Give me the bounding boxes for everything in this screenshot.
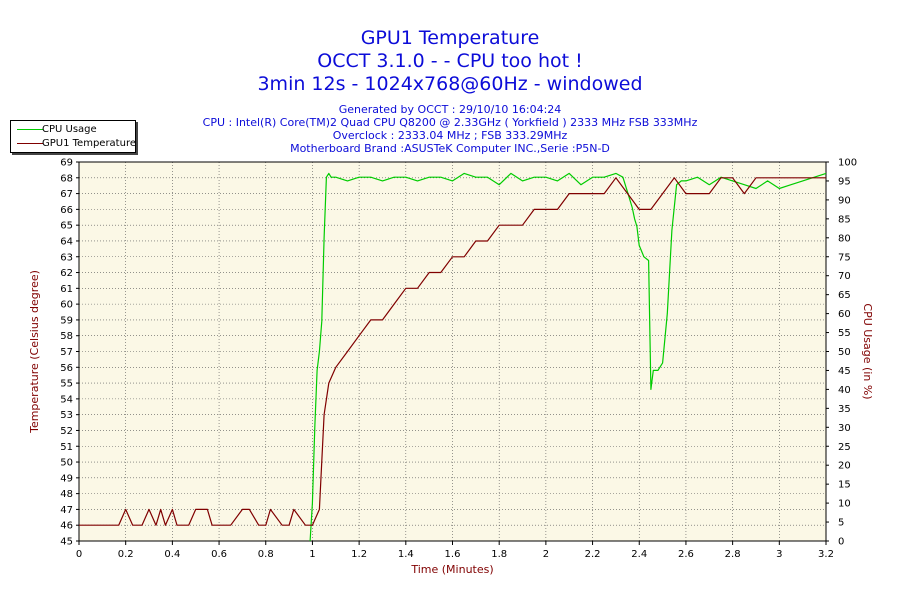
y2-tick-label: 95 bbox=[838, 176, 851, 187]
y-tick-label: 61 bbox=[60, 284, 73, 295]
y2-tick-label: 80 bbox=[838, 233, 851, 244]
y2-tick-label: 0 bbox=[838, 537, 844, 548]
legend-swatch-cpu-usage bbox=[17, 129, 43, 130]
grid-lines bbox=[79, 162, 826, 541]
y2-tick-label: 50 bbox=[838, 347, 851, 358]
y2-tick-label: 30 bbox=[838, 423, 851, 434]
series-line-gpu-temperature bbox=[79, 177, 826, 526]
info-cpu: CPU : Intel(R) Core(TM)2 Quad CPU Q8200 … bbox=[202, 116, 698, 129]
x-axis-label: Time (Minutes) bbox=[410, 563, 493, 576]
y-tick-label: 68 bbox=[60, 173, 73, 184]
series-lines bbox=[79, 172, 827, 542]
y2-tick-label: 90 bbox=[838, 195, 851, 206]
y2-tick-label: 60 bbox=[838, 309, 851, 320]
x-tick-label: 0.2 bbox=[118, 549, 134, 560]
y-tick-label: 63 bbox=[60, 252, 73, 263]
y-tick-label: 47 bbox=[60, 505, 73, 516]
x-tick-label: 0 bbox=[76, 549, 82, 560]
x-tick-label: 0.4 bbox=[164, 549, 180, 560]
info-motherboard: Motherboard Brand :ASUSTeK Computer INC.… bbox=[290, 142, 610, 155]
y2-tick-label: 40 bbox=[838, 385, 851, 396]
y2-tick-label: 35 bbox=[838, 404, 851, 415]
y-tick-label: 64 bbox=[60, 236, 73, 247]
x-tick-label: 2.4 bbox=[631, 549, 647, 560]
legend-swatch-gpu-temperature bbox=[17, 143, 43, 144]
x-tick-label: 2.8 bbox=[725, 549, 741, 560]
y2-tick-label: 70 bbox=[838, 271, 851, 282]
legend-item-gpu-temperature: GPU1 Temperature bbox=[11, 137, 136, 150]
y-tick-label: 58 bbox=[60, 331, 73, 342]
x-tick-label: 3 bbox=[776, 549, 782, 560]
series-line-cpu-usage bbox=[309, 172, 827, 542]
y2-tick-label: 5 bbox=[838, 518, 844, 529]
x-tick-label: 1.6 bbox=[445, 549, 461, 560]
tick-labels: 4546474849505152535455565758596061626364… bbox=[60, 158, 857, 561]
y-tick-label: 53 bbox=[60, 410, 73, 421]
legend-item-cpu-usage: CPU Usage bbox=[11, 123, 135, 136]
y-tick-label: 62 bbox=[60, 268, 73, 279]
y-tick-label: 48 bbox=[60, 489, 73, 500]
x-tick-label: 3.2 bbox=[818, 549, 834, 560]
chart-title: GPU1 Temperature bbox=[360, 27, 540, 49]
y2-tick-label: 10 bbox=[838, 499, 851, 510]
y-tick-label: 52 bbox=[60, 426, 73, 437]
x-tick-label: 2.2 bbox=[585, 549, 601, 560]
legend-label-gpu-temperature: GPU1 Temperature bbox=[42, 138, 136, 149]
y2-tick-label: 85 bbox=[838, 214, 851, 225]
y2-tick-label: 20 bbox=[838, 461, 851, 472]
y-tick-label: 49 bbox=[60, 473, 73, 484]
y-tick-label: 55 bbox=[60, 379, 73, 390]
x-tick-label: 2.6 bbox=[678, 549, 694, 560]
y2-tick-label: 55 bbox=[838, 328, 851, 339]
y-tick-label: 56 bbox=[60, 363, 73, 374]
y-tick-label: 45 bbox=[60, 537, 73, 548]
chart-subtitle-occt: OCCT 3.1.0 - - CPU too hot ! bbox=[317, 50, 583, 72]
x-tick-label: 2 bbox=[543, 549, 549, 560]
y2-tick-label: 15 bbox=[838, 480, 851, 491]
x-tick-label: 0.8 bbox=[258, 549, 274, 560]
legend-label-cpu-usage: CPU Usage bbox=[42, 124, 97, 135]
y-tick-label: 69 bbox=[60, 158, 73, 169]
y-tick-label: 66 bbox=[60, 205, 73, 216]
info-generated: Generated by OCCT : 29/10/10 16:04:24 bbox=[338, 103, 562, 116]
y2-tick-label: 65 bbox=[838, 290, 851, 301]
info-overclock: Overclock : 2333.04 MHz ; FSB 333.29MHz bbox=[332, 129, 568, 142]
x-tick-label: 0.6 bbox=[211, 549, 227, 560]
y2-axis-label: CPU Usage (in %) bbox=[861, 303, 874, 399]
x-tick-label: 1.2 bbox=[351, 549, 367, 560]
y2-tick-label: 75 bbox=[838, 252, 851, 263]
y-tick-label: 60 bbox=[60, 300, 73, 311]
y-tick-label: 59 bbox=[60, 315, 73, 326]
chart-legend: CPU Usage GPU1 Temperature bbox=[10, 120, 136, 153]
y2-tick-label: 100 bbox=[838, 158, 857, 169]
x-tick-label: 1.4 bbox=[398, 549, 414, 560]
axes bbox=[76, 161, 829, 545]
y-tick-label: 65 bbox=[60, 221, 73, 232]
y-tick-label: 57 bbox=[60, 347, 73, 358]
y-tick-label: 54 bbox=[60, 394, 73, 405]
y-tick-label: 50 bbox=[60, 458, 73, 469]
y2-tick-label: 45 bbox=[838, 366, 851, 377]
chart-subtitle-duration: 3min 12s - 1024x768@60Hz - windowed bbox=[257, 73, 643, 95]
plot-frame bbox=[78, 161, 827, 542]
y-axis-label: Temperature (Celsius degree) bbox=[28, 270, 41, 434]
y-tick-label: 51 bbox=[60, 442, 73, 453]
y-tick-label: 46 bbox=[60, 521, 73, 532]
y2-tick-label: 25 bbox=[838, 442, 851, 453]
y-tick-label: 67 bbox=[60, 189, 73, 200]
x-tick-label: 1.8 bbox=[491, 549, 507, 560]
x-tick-label: 1 bbox=[309, 549, 315, 560]
